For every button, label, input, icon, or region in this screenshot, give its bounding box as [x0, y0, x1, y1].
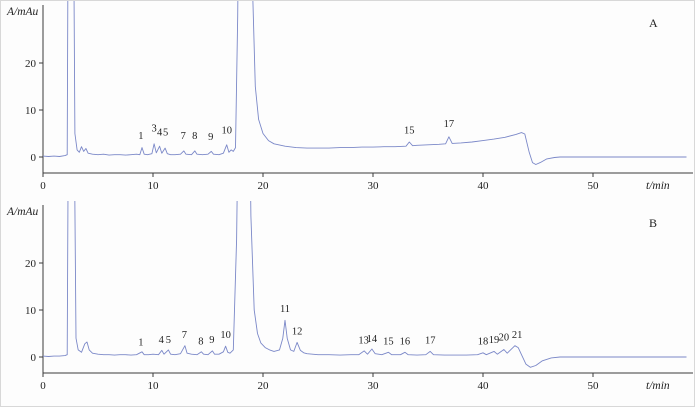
peak-label: 7 — [182, 330, 187, 341]
peak-label: 17 — [444, 119, 455, 130]
peak-label: 7 — [181, 131, 186, 142]
x-tick-label: 0 — [40, 380, 46, 392]
trace-line — [42, 1, 687, 165]
peak-label: 1 — [138, 131, 143, 142]
trace-line — [42, 201, 687, 368]
peak-label: 13 — [358, 336, 369, 347]
peak-label: 10 — [220, 330, 231, 341]
x-tick-label: 50 — [588, 380, 600, 392]
peak-label: 15 — [404, 125, 415, 136]
y-tick-label: 0 — [31, 352, 37, 364]
x-tick-label: 40 — [478, 180, 490, 192]
y-axis-label: A/mAu — [6, 6, 39, 18]
peak-label: 20 — [499, 332, 510, 343]
peak-label: 18 — [478, 337, 489, 348]
peak-label: 4 — [159, 335, 165, 346]
peak-label: 8 — [192, 131, 197, 142]
peak-label: 11 — [280, 304, 290, 315]
x-tick-label: 20 — [258, 180, 270, 192]
y-tick-label: 20 — [25, 258, 37, 270]
y-tick-label: 20 — [25, 58, 37, 70]
x-tick-label: 50 — [588, 180, 600, 192]
peak-label: 16 — [400, 337, 411, 348]
chromatogram-panel-b: 0 10 20 30 40 50 0 10 20 A/mAu t/min B 1 4 5 7 8 9 10 11 12 1… — [1, 201, 694, 401]
peak-label: 10 — [221, 125, 232, 136]
peak-label: 5 — [166, 335, 171, 346]
panel-label: B — [649, 216, 657, 230]
peak-label: 19 — [489, 335, 500, 346]
x-tick-label: 30 — [368, 180, 380, 192]
peak-label: 21 — [512, 330, 523, 341]
x-tick-label: 0 — [40, 180, 46, 192]
x-tick-label: 20 — [258, 380, 270, 392]
peak-label: 4 — [157, 127, 163, 138]
chromatogram-svg-a: 0 10 20 30 40 50 0 10 20 A/mAu t/min A 13 4 5 7 8 9 10 15 17 — [6, 1, 693, 192]
x-tick-label: 40 — [478, 380, 490, 392]
peak-label: 15 — [383, 337, 394, 348]
x-axis-label: t/min — [646, 180, 670, 192]
peak-label: 8 — [198, 337, 203, 348]
peak-label: 17 — [425, 335, 436, 346]
peak-label: 9 — [208, 132, 213, 143]
y-tick-label: 0 — [31, 152, 37, 164]
y-axis-label: A/mAu — [6, 206, 39, 218]
x-tick-label: 30 — [368, 380, 380, 392]
x-tick-label: 10 — [148, 380, 160, 392]
peak-label: 3 — [151, 124, 156, 135]
peak-label: 5 — [163, 127, 168, 138]
peak-label: 1 — [138, 338, 143, 349]
x-axis-label: t/min — [646, 380, 670, 392]
peak-label: 12 — [292, 326, 303, 337]
x-tick-label: 10 — [148, 180, 160, 192]
y-tick-label: 10 — [25, 105, 37, 117]
chromatogram-panel-a: 0 10 20 30 40 50 0 10 20 A/mAu t/min A 1 3 4 5 7 8 9 10 15 17 — [1, 1, 694, 201]
panel-label: A — [649, 16, 658, 30]
peak-label: 9 — [209, 335, 214, 346]
peak-label: 14 — [367, 334, 378, 345]
y-tick-label: 10 — [25, 305, 37, 317]
